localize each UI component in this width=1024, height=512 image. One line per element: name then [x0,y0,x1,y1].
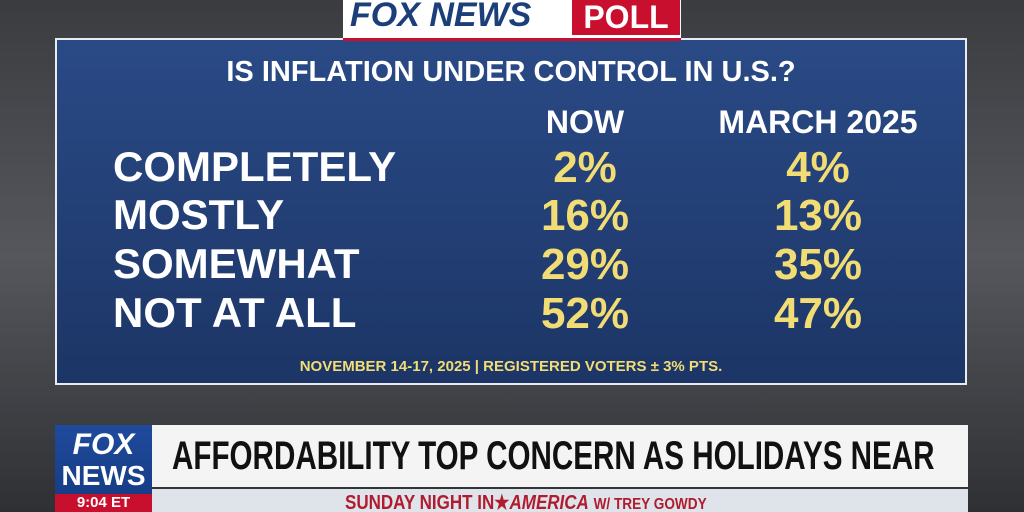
question: IS INFLATION UNDER CONTROL IN U.S.? [226,56,796,88]
row-label: NOT AT ALL [113,289,357,336]
row-value: 16% [540,191,630,240]
show-part2: AMERICA [509,492,589,512]
show-text: SUNDAY NIGHT IN★AMERICA W/ TREY GOWDY [345,490,707,512]
logo-bottom: NEWS [61,460,146,491]
headline-text: AFFORDABILITY TOP CONCERN AS HOLIDAYS NE… [172,434,935,478]
show-title: SUNDAY NIGHT IN★AMERICA W/ TREY GOWDY [345,490,770,512]
row-value: 52% [540,289,630,338]
row-value: 47% [773,289,863,338]
show-host: W/ TREY GOWDY [593,496,707,512]
time: 9:04 ET [55,494,152,512]
column-header: MARCH 2025 [718,104,918,140]
row-value: 13% [773,191,863,240]
row-value: 2% [553,143,617,192]
show-part1: SUNDAY NIGHT IN [345,492,495,512]
headline-bar [152,425,968,487]
header-tag: POLL [572,0,680,35]
star: ★ [494,492,510,512]
row-value: 4% [786,143,850,192]
row-value: 29% [540,240,630,289]
poll-panel [55,38,967,385]
footnote: NOVEMBER 14-17, 2025 | REGISTERED VOTERS… [299,358,723,375]
column-header: NOW [545,104,625,140]
show-bar [152,489,968,512]
row-label: MOSTLY [113,191,285,238]
headline: AFFORDABILITY TOP CONCERN AS HOLIDAYS NE… [172,434,1024,479]
row-label: COMPLETELY [113,143,397,190]
row-label: SOMEWHAT [113,240,360,287]
header-brand: FOX NEWS [350,0,532,34]
row-value: 35% [773,240,863,289]
logo-top: FOX [72,428,135,461]
